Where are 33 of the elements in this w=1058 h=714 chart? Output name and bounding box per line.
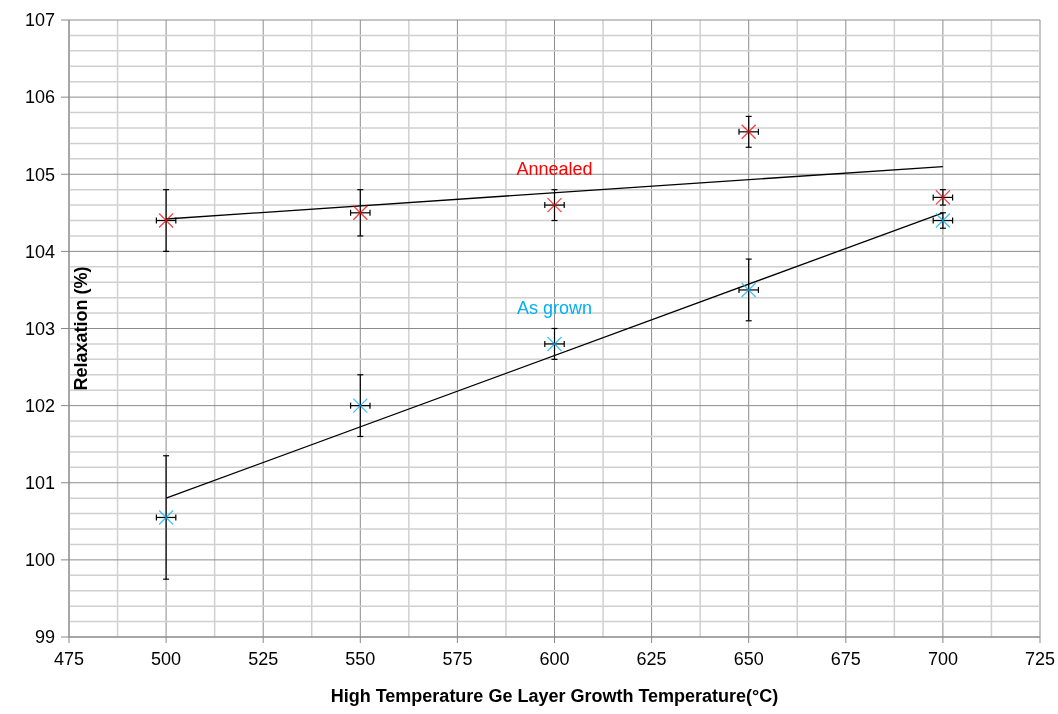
x-tick-label: 625: [636, 649, 667, 669]
y-tick-label: 106: [24, 87, 55, 108]
y-tick-label: 99: [34, 627, 55, 648]
point: [546, 197, 563, 213]
x-tick-label: 575: [442, 649, 473, 669]
y-tick-label: 107: [24, 10, 55, 31]
point: [741, 282, 757, 298]
x-tick-label: 650: [733, 649, 764, 669]
x-tick-label: 675: [830, 649, 861, 669]
point: [158, 509, 174, 526]
point: [546, 336, 563, 352]
y-tick-label: 100: [24, 550, 55, 571]
x-tick-label: 475: [53, 649, 85, 669]
x-tick-label: 600: [539, 649, 570, 669]
x-tick-label: 550: [345, 649, 376, 669]
x-axis-title: High Temperature Ge Layer Growth Temperature(°C): [330, 686, 779, 706]
point: [352, 205, 368, 221]
series-label: Annealed: [516, 159, 593, 180]
point: [741, 124, 757, 140]
series-label: As grown: [516, 297, 593, 318]
y-tick-label: 104: [24, 241, 55, 262]
y-tick-label: 101: [24, 473, 55, 494]
point: [935, 189, 951, 206]
x-tick-label: 500: [151, 649, 182, 669]
x-tick-label: 525: [248, 649, 279, 669]
x-tick-label: 725: [1024, 649, 1056, 669]
point: [158, 212, 174, 229]
y-tick-label: 103: [24, 318, 55, 339]
y-axis-title: Relaxation (%): [71, 266, 91, 391]
y-tick-label: 105: [24, 164, 55, 185]
y-tick-label: 102: [24, 395, 55, 416]
point: [352, 397, 368, 414]
x-tick-label: 700: [927, 649, 958, 669]
